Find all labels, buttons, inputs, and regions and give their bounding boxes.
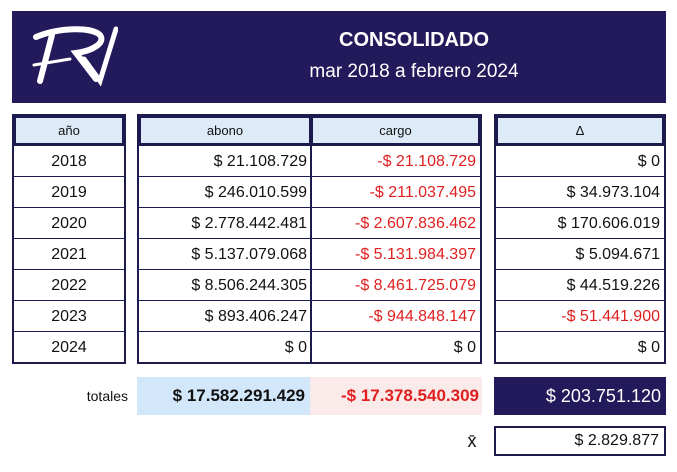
abono-cell: $ 5.137.079.068 bbox=[139, 238, 311, 269]
delta-cell: $ 34.973.104 bbox=[496, 176, 664, 207]
year-cell: 2022 bbox=[14, 269, 124, 300]
delta-column-header: Δ bbox=[496, 116, 664, 145]
delta-column-panel: Δ $ 0 $ 34.973.104 $ 170.606.019 $ 5.094… bbox=[494, 114, 666, 364]
cargo-cell: -$ 944.848.147 bbox=[311, 300, 480, 331]
mean-value: $ 2.829.877 bbox=[494, 426, 666, 456]
delta-cell: $ 0 bbox=[496, 145, 664, 176]
year-column-panel: año 2018 2019 2020 2021 2022 2023 2024 bbox=[12, 114, 126, 364]
rv-monogram-logo bbox=[32, 26, 118, 87]
abono-cell: $ 21.108.729 bbox=[139, 145, 311, 176]
cargo-column: cargo -$ 21.108.729 -$ 211.037.495 -$ 2.… bbox=[311, 116, 480, 362]
year-cell: 2021 bbox=[14, 238, 124, 269]
year-cell: 2024 bbox=[14, 331, 124, 362]
year-column-header: año bbox=[14, 116, 124, 145]
delta-cell: $ 5.094.671 bbox=[496, 238, 664, 269]
year-cell: 2019 bbox=[14, 176, 124, 207]
header-banner: CONSOLIDADO mar 2018 a febrero 2024 bbox=[12, 11, 666, 103]
totals-label: totales bbox=[86, 388, 128, 404]
cargo-cell: -$ 2.607.836.462 bbox=[311, 207, 480, 238]
cargo-cell: -$ 21.108.729 bbox=[311, 145, 480, 176]
year-cell: 2020 bbox=[14, 207, 124, 238]
year-cell: 2018 bbox=[14, 145, 124, 176]
delta-cell: $ 0 bbox=[496, 331, 664, 362]
cargo-column-header: cargo bbox=[311, 116, 480, 145]
total-abono: $ 17.582.291.429 bbox=[137, 377, 310, 415]
abono-cell: $ 8.506.244.305 bbox=[139, 269, 311, 300]
abono-cargo-panel: abono $ 21.108.729 $ 246.010.599 $ 2.778… bbox=[137, 114, 482, 364]
cargo-cell: -$ 8.461.725.079 bbox=[311, 269, 480, 300]
abono-column-header: abono bbox=[139, 116, 311, 145]
abono-cell: $ 893.406.247 bbox=[139, 300, 311, 331]
total-delta: $ 203.751.120 bbox=[494, 377, 666, 415]
abono-cell: $ 2.778.442.481 bbox=[139, 207, 311, 238]
delta-cell: $ 44.519.226 bbox=[496, 269, 664, 300]
delta-cell: $ 170.606.019 bbox=[496, 207, 664, 238]
total-cargo: -$ 17.378.540.309 bbox=[310, 377, 482, 415]
abono-cell: $ 0 bbox=[139, 331, 311, 362]
page-subtitle: mar 2018 a febrero 2024 bbox=[309, 61, 519, 82]
cargo-cell: $ 0 bbox=[311, 331, 480, 362]
page-title: CONSOLIDADO bbox=[339, 29, 489, 51]
abono-cell: $ 246.010.599 bbox=[139, 176, 311, 207]
abono-column: abono $ 21.108.729 $ 246.010.599 $ 2.778… bbox=[139, 116, 311, 362]
cargo-cell: -$ 5.131.984.397 bbox=[311, 238, 480, 269]
year-cell: 2023 bbox=[14, 300, 124, 331]
column-divider bbox=[310, 116, 312, 362]
delta-cell: -$ 51.441.900 bbox=[496, 300, 664, 331]
mean-symbol: x̄ bbox=[467, 431, 477, 451]
cargo-cell: -$ 211.037.495 bbox=[311, 176, 480, 207]
